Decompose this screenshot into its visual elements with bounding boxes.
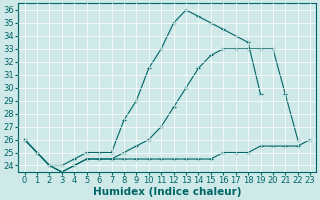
X-axis label: Humidex (Indice chaleur): Humidex (Indice chaleur) xyxy=(93,187,242,197)
